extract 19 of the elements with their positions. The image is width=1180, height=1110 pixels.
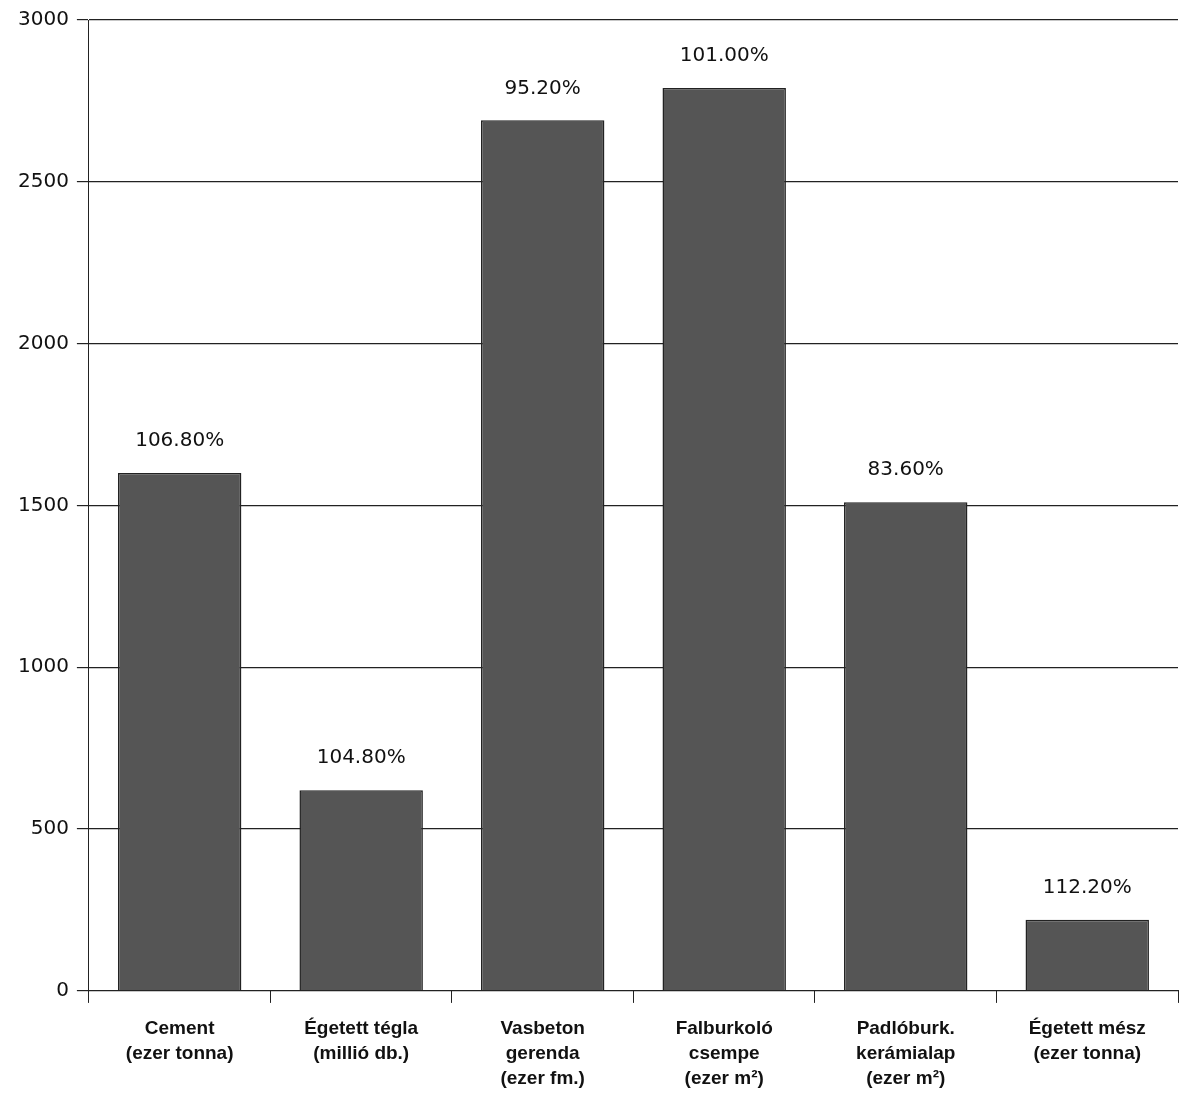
annotation: 95.20% xyxy=(504,74,581,99)
x-tick-label: Égetett mész (ezer tonna) xyxy=(1028,1017,1146,1064)
y-tick-label: 3000 xyxy=(17,6,69,31)
annotation: 101.00% xyxy=(679,42,769,67)
x-tick-label: Cement (ezer tonna) xyxy=(125,1017,234,1064)
annotation: 106.80% xyxy=(135,427,225,452)
y-tick-label: 1000 xyxy=(17,653,69,678)
y-tick-label: 2500 xyxy=(17,168,69,193)
annotation: 104.80% xyxy=(316,744,406,769)
x-tick-label: Falburkoló csempe (ezer m²) xyxy=(675,1017,773,1088)
y-tick-label: 0 xyxy=(56,977,69,1002)
x-tick-label: Padlóburk. kerámialap (ezer m²) xyxy=(856,1017,956,1088)
y-tick-label: 500 xyxy=(30,815,69,840)
y-tick-label: 2000 xyxy=(17,329,69,354)
x-tick-label: Vasbeton gerenda (ezer fm.) xyxy=(500,1017,585,1088)
annotation: 83.60% xyxy=(867,456,944,481)
annotation: 112.20% xyxy=(1042,873,1132,898)
x-tick-label: Égetett tégla (millió db.) xyxy=(304,1017,419,1064)
y-tick-label: 1500 xyxy=(17,491,69,516)
